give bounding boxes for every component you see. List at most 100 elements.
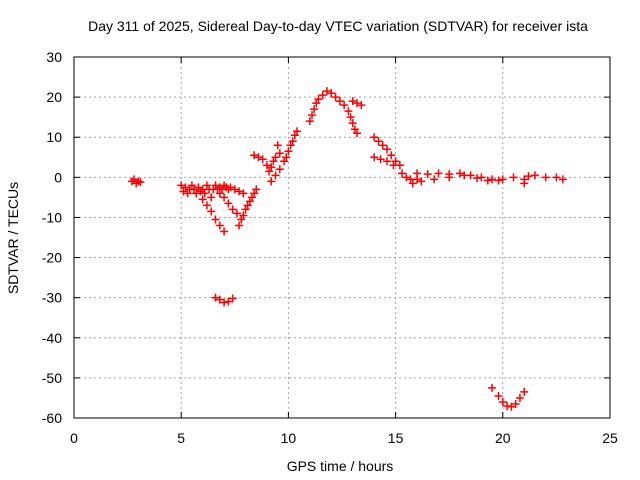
data-point: [286, 141, 295, 150]
data-point: [494, 176, 503, 185]
y-tick-label: 10: [46, 129, 62, 145]
data-point: [290, 131, 299, 140]
data-point: [370, 153, 379, 162]
data-point: [211, 215, 220, 224]
data-point: [239, 189, 248, 198]
data-point: [445, 173, 454, 182]
data-point: [430, 175, 439, 184]
plot-frame: [73, 56, 611, 419]
data-point: [307, 111, 316, 120]
data-point: [423, 170, 432, 179]
data-point: [177, 181, 186, 190]
data-point: [387, 151, 396, 160]
data-point: [530, 171, 539, 180]
y-tick-label: 20: [46, 89, 62, 105]
data-point: [353, 99, 362, 108]
data-point: [378, 141, 387, 150]
x-tick-label: 5: [177, 430, 185, 446]
data-point: [239, 211, 248, 220]
data-point: [190, 185, 199, 194]
data-point: [288, 137, 297, 146]
data-point: [192, 189, 201, 198]
data-point: [136, 178, 145, 187]
data-point: [230, 185, 239, 194]
data-point: [509, 173, 518, 182]
data-point: [220, 227, 229, 236]
data-point: [524, 172, 533, 181]
chart-title: Day 311 of 2025, Sidereal Day-to-day VTE…: [88, 18, 588, 34]
data-point: [235, 221, 244, 230]
data-point: [477, 173, 486, 182]
data-point: [498, 175, 507, 184]
data-point: [370, 133, 379, 142]
data-point: [267, 177, 276, 186]
data-point: [232, 209, 241, 218]
data-point: [258, 155, 267, 164]
y-tick-label: -10: [42, 209, 62, 225]
data-point: [305, 117, 314, 126]
data-point: [267, 163, 276, 172]
data-point: [389, 161, 398, 170]
data-point: [344, 107, 353, 116]
y-tick-label: 30: [46, 49, 62, 65]
data-point: [511, 399, 520, 408]
data-point: [408, 179, 417, 188]
y-tick-label: -60: [42, 410, 62, 426]
data-point: [220, 298, 229, 307]
y-tick-label: -30: [42, 290, 62, 306]
data-point: [322, 87, 331, 96]
data-point: [215, 295, 224, 304]
data-point: [327, 89, 336, 98]
data-point: [348, 119, 357, 128]
data-point: [215, 221, 224, 230]
x-tick-label: 25: [602, 430, 618, 446]
data-point: [179, 187, 188, 196]
axis-ticks: 0 5 10 15 20 25 -60 -50 -40 -30 -20 -10 0 10 20 30: [42, 49, 618, 446]
data-point: [391, 157, 400, 166]
grid: [74, 57, 610, 418]
x-tick-label: 15: [388, 430, 404, 446]
data-point: [237, 215, 246, 224]
data-point: [262, 161, 271, 170]
data-point: [250, 189, 259, 198]
data-point: [265, 167, 274, 176]
data-point: [348, 97, 357, 106]
y-tick-label: -20: [42, 250, 62, 266]
data-point: [207, 193, 216, 202]
y-tick-label: 0: [54, 169, 62, 185]
data-point: [224, 297, 233, 306]
data-point: [312, 99, 321, 108]
data-point: [376, 155, 385, 164]
data-point: [250, 151, 259, 160]
data-point: [241, 205, 250, 214]
data-point: [194, 183, 203, 192]
data-point: [473, 174, 482, 183]
data-point: [275, 149, 284, 158]
data-point: [292, 127, 301, 136]
data-point: [275, 165, 284, 174]
data-point: [245, 197, 254, 206]
data-point: [181, 183, 190, 192]
data-point: [353, 129, 362, 138]
data-point: [383, 157, 392, 166]
y-tick-label: -40: [42, 330, 62, 346]
data-point: [520, 387, 529, 396]
data-point: [507, 402, 516, 411]
x-tick-label: 20: [495, 430, 511, 446]
data-point: [383, 145, 392, 154]
data-point: [488, 383, 497, 392]
data-point: [211, 293, 220, 302]
data-point: [269, 157, 278, 166]
data-point: [187, 181, 196, 190]
data-point: [226, 183, 235, 192]
data-point: [202, 181, 211, 190]
data-point: [515, 393, 524, 402]
data-point: [520, 179, 529, 188]
data-point: [200, 189, 209, 198]
data-point: [183, 189, 192, 198]
data-point: [498, 397, 507, 406]
data-point: [350, 125, 359, 134]
data-point: [220, 193, 229, 202]
data-point: [202, 201, 211, 210]
